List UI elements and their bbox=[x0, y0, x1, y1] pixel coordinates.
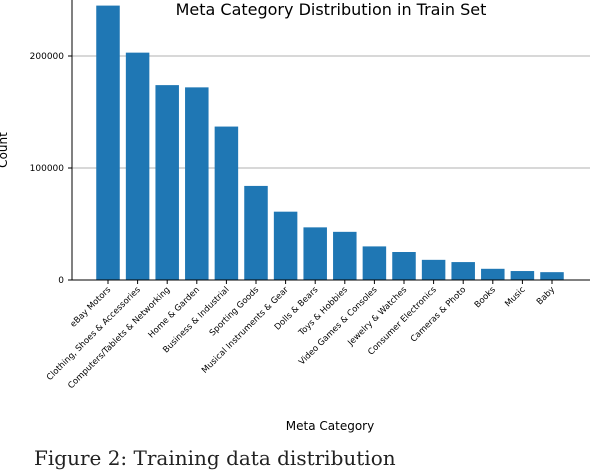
x-tick-label: Baby bbox=[535, 285, 557, 307]
bar bbox=[303, 227, 327, 280]
bar bbox=[214, 126, 239, 280]
bar bbox=[451, 262, 475, 280]
y-ticks: 0 100000 200000 bbox=[30, 52, 72, 286]
bar bbox=[244, 185, 268, 280]
grid-lines bbox=[72, 55, 590, 169]
bar bbox=[392, 252, 416, 280]
bar bbox=[421, 259, 446, 280]
figure-caption: Figure 2: Training data distribution bbox=[34, 446, 396, 470]
bar bbox=[96, 5, 120, 280]
x-tick-label: Home & Garden bbox=[147, 285, 202, 340]
y-tick-label: 0 bbox=[58, 276, 64, 286]
bar bbox=[540, 272, 564, 280]
x-tick-label: Books bbox=[473, 285, 499, 311]
bar bbox=[155, 85, 179, 281]
bar bbox=[125, 52, 150, 280]
x-tick-label: Music bbox=[503, 285, 527, 309]
bar bbox=[273, 211, 298, 280]
y-axis-label: Count bbox=[0, 132, 10, 168]
axes bbox=[71, 0, 590, 281]
chart-title: Meta Category Distribution in Train Set bbox=[176, 0, 487, 19]
y-tick-label: 200000 bbox=[30, 52, 65, 62]
bar bbox=[481, 268, 505, 280]
bar bbox=[185, 87, 209, 280]
y-tick-label: 100000 bbox=[30, 164, 65, 174]
bars bbox=[96, 5, 564, 281]
bar bbox=[333, 231, 357, 280]
bar bbox=[362, 246, 387, 280]
x-axis-label: Meta Category bbox=[286, 419, 374, 433]
x-tick-label: Cameras & Photo bbox=[409, 285, 468, 344]
bar bbox=[510, 271, 535, 280]
